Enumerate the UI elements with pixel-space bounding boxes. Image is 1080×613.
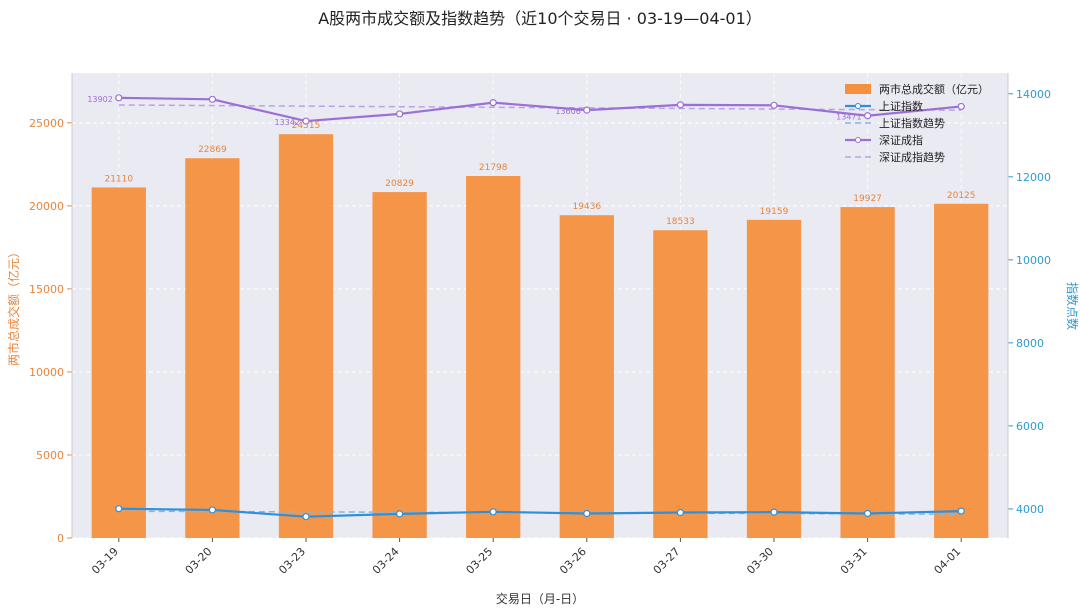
bar-data-label: 20829 <box>385 179 414 189</box>
trend-line <box>118 104 962 111</box>
bar <box>185 158 240 538</box>
legend-label: 上证指数趋势 <box>879 116 945 130</box>
legend-swatch <box>845 84 871 94</box>
index-point <box>302 117 310 125</box>
index-point <box>770 508 778 516</box>
bar <box>278 134 334 538</box>
y-left-tick-label: 25000 <box>29 117 64 130</box>
bar-data-label: 18533 <box>666 217 695 227</box>
index-point <box>489 508 497 516</box>
index-point <box>396 510 404 518</box>
legend-swatch-marker <box>855 103 861 109</box>
y-axis-right-label: 指数点数 <box>1065 282 1080 330</box>
index-point <box>676 101 685 109</box>
index-point <box>583 106 591 114</box>
bar <box>746 219 802 539</box>
bar <box>559 215 614 538</box>
bar-data-label: 24315 <box>292 121 321 131</box>
legend-label: 深证成指趋势 <box>879 150 945 164</box>
index-data-label: 13471 <box>836 113 861 122</box>
bar-data-label: 21110 <box>104 174 133 184</box>
bar-data-label: 19436 <box>572 202 601 212</box>
x-tick-label: 04-01 <box>932 545 964 577</box>
legend-label: 两市总成交额（亿元） <box>879 82 989 96</box>
y-right-tick-label: 4000 <box>1016 503 1044 516</box>
bar-data-label: 20125 <box>947 191 976 201</box>
index-point <box>676 508 685 517</box>
y-left-tick-label: 10000 <box>29 366 64 379</box>
bar <box>653 230 708 538</box>
index-point <box>115 505 123 513</box>
bar-data-label: 19159 <box>760 207 789 217</box>
y-left-tick-label: 5000 <box>36 449 64 462</box>
x-tick-label: 03-25 <box>464 545 496 577</box>
legend-label: 深证成指 <box>879 133 923 147</box>
y-left-tick-label: 15000 <box>29 283 64 296</box>
index-point <box>302 513 310 521</box>
x-tick-label: 03-31 <box>838 545 870 577</box>
bar-data-label: 19927 <box>853 194 882 204</box>
legend-swatch-marker <box>855 137 861 143</box>
y-right-tick-label: 12000 <box>1016 171 1051 184</box>
index-point <box>396 110 404 118</box>
x-tick-label: 03-27 <box>651 545 683 577</box>
x-tick-label: 03-24 <box>370 545 402 577</box>
x-axis-label: 交易日（月-日） <box>496 591 584 606</box>
y-right-tick-label: 10000 <box>1016 254 1051 267</box>
index-point <box>957 507 965 515</box>
bar-data-label: 21798 <box>479 163 508 173</box>
index-point <box>957 102 965 111</box>
index-line <box>118 507 962 518</box>
y-right-tick-label: 8000 <box>1016 337 1044 350</box>
index-data-label: 13342 <box>275 118 300 127</box>
y-axis-left-label: 两市总成交额（亿元） <box>6 246 21 366</box>
index-point <box>863 112 872 120</box>
y-left-tick-label: 20000 <box>29 200 64 213</box>
x-tick-label: 03-20 <box>183 545 215 577</box>
y-left-tick-label: 0 <box>57 532 64 545</box>
chart-title: A股两市成交额及指数趋势（近10个交易日 · 03-19—04-01） <box>318 9 762 28</box>
index-point <box>863 509 872 518</box>
index-point <box>208 506 216 514</box>
bar <box>840 207 895 538</box>
x-tick-label: 03-26 <box>557 545 589 577</box>
bar <box>934 203 989 538</box>
bar <box>91 187 146 538</box>
index-line <box>118 96 962 123</box>
y-right-tick-label: 14000 <box>1016 88 1051 101</box>
x-tick-label: 03-19 <box>89 545 121 577</box>
bar-data-label: 22869 <box>198 145 227 155</box>
x-tick-label: 03-30 <box>744 545 776 577</box>
index-data-label: 13902 <box>87 95 112 104</box>
bar <box>372 192 427 538</box>
bar <box>466 175 521 538</box>
x-tick-label: 03-23 <box>276 545 308 577</box>
index-point <box>583 509 591 518</box>
index-point <box>489 99 497 107</box>
y-right-tick-label: 6000 <box>1016 420 1044 433</box>
index-point <box>208 95 216 103</box>
index-point <box>115 94 123 102</box>
index-point <box>770 101 778 109</box>
index-data-label: 13606 <box>555 107 580 116</box>
legend-label: 上证指数 <box>879 99 923 113</box>
